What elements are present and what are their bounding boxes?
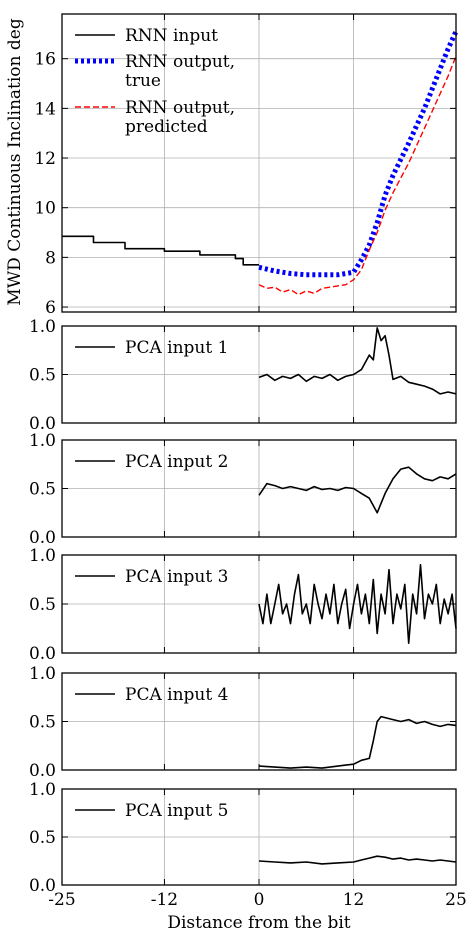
y-tick-label: 0.5 xyxy=(29,595,56,615)
x-tick-label: 12 xyxy=(343,890,365,910)
legend-label: PCA input 3 xyxy=(125,567,228,587)
chart-panel-4: 0.0 0.5 1.0 PCA input 3 xyxy=(29,546,457,664)
legend-label: PCA input 1 xyxy=(125,338,228,358)
chart-panel-1: 6 8 10 12 14 16 RNN input RNN output, true RNN ou… xyxy=(34,13,459,318)
series-line-pca-input-1 xyxy=(258,327,457,395)
legend-label: RNN output, predicted xyxy=(125,98,235,137)
y-tick-label: 0.0 xyxy=(29,876,56,896)
y-tick-label: 14 xyxy=(34,99,56,119)
y-tick-label: 0.5 xyxy=(29,480,56,500)
series-line-pca-input-4 xyxy=(258,715,457,769)
chart-panel-2: 0.0 0.5 1.0 PCA input 1 xyxy=(29,317,457,434)
legend-label: PCA input 4 xyxy=(125,685,228,705)
y-tick-label: 0.0 xyxy=(29,644,56,664)
y-tick-label: 0.5 xyxy=(29,366,56,386)
x-tick-label: -12 xyxy=(151,890,178,910)
y-tick-label: 1.0 xyxy=(29,317,56,337)
y-tick-label: 16 xyxy=(34,50,56,70)
y-tick-label: 1.0 xyxy=(29,431,56,451)
y-axis-label: MWD Continuous Inclination deg xyxy=(5,18,25,306)
chart-panel-6: 0.0 0.5 1.0 -25 -12 0 12 25 PCA input 5 xyxy=(29,780,467,910)
x-tick-label: 25 xyxy=(445,890,467,910)
x-axis-label: Distance from the bit xyxy=(167,913,350,933)
y-tick-label: 0.0 xyxy=(29,528,56,548)
chart-panel-3: 0.0 0.5 1.0 PCA input 2 xyxy=(29,431,457,548)
y-tick-label: 1.0 xyxy=(29,664,56,684)
y-tick-label: 6 xyxy=(45,298,56,318)
y-tick-label: 8 xyxy=(45,248,56,268)
series-line-pca-input-5 xyxy=(258,855,457,865)
x-tick-label: -25 xyxy=(48,890,75,910)
y-tick-label: 12 xyxy=(34,149,56,169)
y-tick-label: 1.0 xyxy=(29,780,56,800)
y-tick-label: 10 xyxy=(34,199,56,219)
series-line-rnn-output-true xyxy=(258,30,459,278)
series-line-rnn-output-predicted xyxy=(258,55,457,296)
series-line-pca-input-3 xyxy=(258,563,457,645)
series-line-rnn-input xyxy=(62,235,259,266)
legend-label: PCA input 5 xyxy=(125,801,228,821)
legend-label: RNN input xyxy=(125,26,218,46)
y-tick-label: 0.0 xyxy=(29,761,56,781)
x-tick-label: 0 xyxy=(254,890,265,910)
legend-label: RNN output, true xyxy=(125,52,235,91)
y-tick-label: 1.0 xyxy=(29,546,56,566)
y-tick-label: 0.5 xyxy=(29,828,56,848)
chart-panel-5: 0.0 0.5 1.0 PCA input 4 xyxy=(29,664,457,781)
y-tick-label: 0.5 xyxy=(29,713,56,733)
legend-label: PCA input 2 xyxy=(125,452,228,472)
y-tick-label: 0.0 xyxy=(29,414,56,434)
series-line-pca-input-2 xyxy=(258,466,457,514)
